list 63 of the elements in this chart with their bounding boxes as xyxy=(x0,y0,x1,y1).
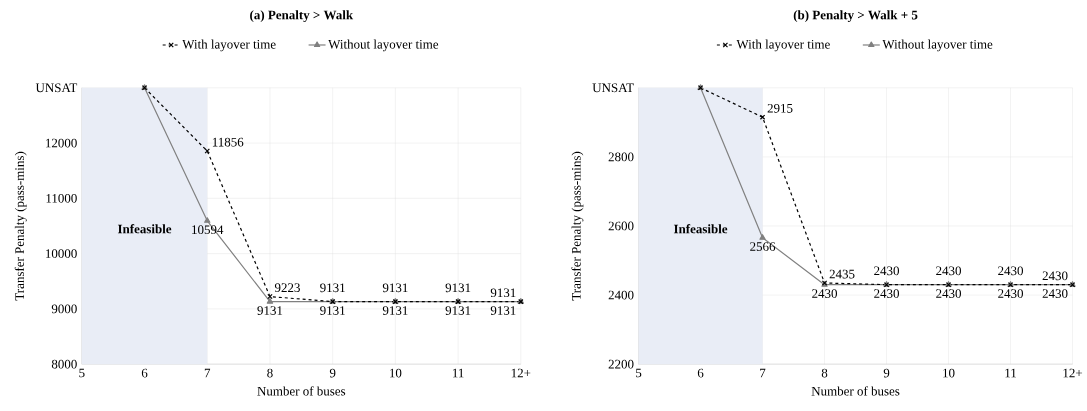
legend-label: Without layover time xyxy=(882,39,993,52)
x-tick-label: 7 xyxy=(760,368,766,378)
data-label: 2430 xyxy=(1042,271,1068,281)
y-tick-label: 2400 xyxy=(608,290,634,300)
data-label: 9131 xyxy=(382,306,408,315)
x-tick-label: 10 xyxy=(390,368,402,378)
data-label: 2430 xyxy=(998,289,1024,298)
data-label: 9131 xyxy=(490,288,516,298)
chart-title: (b) Penalty > Walk + 5 xyxy=(793,10,918,23)
x-tick-label: 9 xyxy=(329,368,336,378)
x-tick-label: 8 xyxy=(821,368,828,378)
x-tick-label: 8 xyxy=(267,368,273,378)
y-tick-label: 8000 xyxy=(51,359,77,369)
x-tick-label: 11 xyxy=(452,368,464,378)
x-tick-label: 6 xyxy=(141,368,148,378)
x-tick-label: 6 xyxy=(697,368,704,378)
legend-label: With layover time xyxy=(736,39,830,52)
data-label: 2430 xyxy=(936,289,962,298)
data-label: 9131 xyxy=(320,283,345,293)
data-label: 9131 xyxy=(257,306,283,315)
y-axis-title: Transfer Penalty (pass-mins) xyxy=(571,151,584,301)
data-label: 2430 xyxy=(936,266,962,276)
data-label: 2915 xyxy=(767,103,793,113)
y-tick-label: 10000 xyxy=(46,249,77,258)
data-label: 2430 xyxy=(874,289,900,298)
y-tick-label: 2200 xyxy=(608,359,634,369)
x-axis-title: Number of buses xyxy=(811,386,900,396)
x-tick-label: 5 xyxy=(79,368,85,378)
y-tick-label: 11000 xyxy=(46,193,77,203)
legend-label: With layover time xyxy=(182,39,276,52)
y-axis-title: Transfer Penalty (pass-mins) xyxy=(14,151,27,301)
data-label: 9131 xyxy=(382,283,408,293)
y-tick-label: 2600 xyxy=(608,221,634,231)
x-tick-label: 9 xyxy=(883,368,890,378)
x-tick-label: 10 xyxy=(943,368,955,378)
data-label: 10594 xyxy=(192,225,224,235)
data-label: 2430 xyxy=(1042,289,1068,298)
band-label: Infeasible xyxy=(673,224,728,234)
legend-label: Without layover time xyxy=(328,39,439,52)
data-label: 9131 xyxy=(445,306,471,315)
data-label: 2435 xyxy=(829,269,855,279)
data-label: 9131 xyxy=(445,283,471,293)
data-label: 9131 xyxy=(490,306,516,315)
x-axis-title: Number of buses xyxy=(257,386,346,396)
data-label: 9131 xyxy=(320,306,345,315)
y-tick-label: 2800 xyxy=(608,152,634,162)
y-tick-label: UNSAT xyxy=(35,83,78,93)
data-label: 2566 xyxy=(750,242,776,251)
data-label: 2430 xyxy=(812,289,838,298)
chart-title: (a) Penalty > Walk xyxy=(250,10,354,23)
y-tick-label: 12000 xyxy=(46,138,77,148)
band-label: Infeasible xyxy=(117,224,172,234)
y-tick-label: UNSAT xyxy=(592,83,634,93)
x-tick-label: 7 xyxy=(204,368,211,378)
x-tick-label: 12+ xyxy=(1063,368,1083,378)
data-label: 11856 xyxy=(212,137,244,147)
data-label: 2430 xyxy=(998,266,1024,276)
x-tick-label: 12+ xyxy=(511,368,531,378)
x-tick-label: 11 xyxy=(1005,368,1016,378)
data-label: 9223 xyxy=(274,283,300,293)
x-tick-label: 5 xyxy=(636,368,642,378)
data-label: 2430 xyxy=(874,266,900,276)
y-tick-label: 9000 xyxy=(51,304,77,314)
